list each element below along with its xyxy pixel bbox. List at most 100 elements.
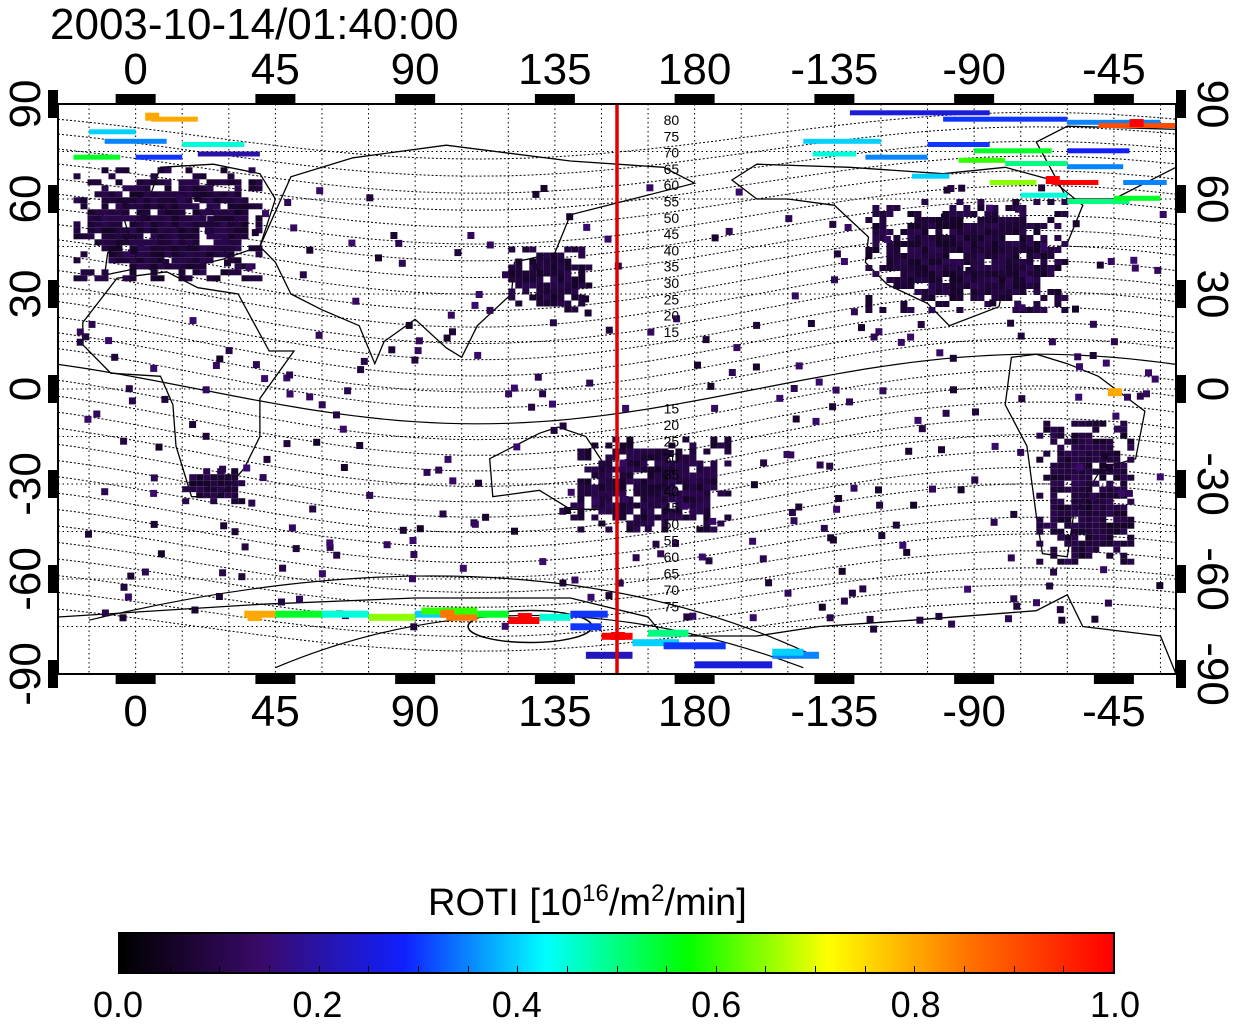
roti-cell	[876, 501, 884, 509]
roti-cell	[935, 271, 943, 277]
roti-cell	[598, 472, 606, 479]
roti-cell	[935, 217, 943, 223]
roti-cell	[827, 534, 835, 542]
roti-cell	[1078, 522, 1086, 529]
roti-cell	[585, 651, 633, 659]
roti-cell	[203, 480, 211, 487]
roti-cell	[559, 579, 567, 587]
roti-cell	[985, 204, 993, 212]
roti-cell	[536, 294, 544, 301]
roti-cell	[914, 259, 922, 265]
bottom-lon-tick-label: 0	[123, 687, 148, 736]
roti-cell	[689, 478, 697, 485]
roti-cell	[543, 264, 551, 271]
roti-cell	[288, 524, 296, 532]
roti-cell	[940, 213, 948, 221]
roti-cell	[135, 154, 183, 160]
roti-cell	[1057, 426, 1065, 433]
roti-cell	[654, 484, 662, 491]
top-lon-tick-label: 135	[518, 45, 592, 94]
roti-cell	[858, 324, 865, 332]
roti-cell	[360, 357, 368, 365]
roti-cell	[150, 245, 158, 252]
roti-cell	[290, 224, 298, 232]
roti-cell	[928, 241, 936, 247]
roti-cell	[1012, 223, 1020, 229]
magnetic-contour	[58, 450, 1176, 518]
roti-cell	[991, 289, 999, 295]
roti-cell	[122, 215, 130, 222]
roti-cell	[94, 209, 102, 216]
roti-cell	[829, 220, 837, 228]
roti-cell	[136, 257, 144, 264]
top-tick-mark	[255, 94, 296, 104]
roti-cell	[255, 203, 263, 210]
roti-cell	[833, 250, 841, 258]
roti-cell	[122, 227, 130, 234]
roti-cell	[220, 522, 228, 530]
roti-cell	[578, 270, 586, 277]
roti-cell	[776, 394, 784, 402]
roti-cell	[1026, 265, 1034, 271]
roti-cell	[1067, 119, 1161, 125]
roti-cell	[886, 211, 894, 217]
roti-cell	[185, 167, 193, 174]
right-lat-tick-label: -60	[1188, 547, 1237, 611]
roti-cell	[150, 251, 158, 258]
magnetic-contour	[58, 550, 1176, 608]
roti-cell	[991, 247, 999, 253]
colorbar-tick-mark	[566, 966, 568, 972]
roti-cell	[101, 609, 109, 617]
roti-cell	[1078, 438, 1086, 445]
roti-cell	[1057, 468, 1065, 475]
roti-cell	[977, 295, 985, 301]
roti-cell	[192, 257, 200, 264]
roti-cell	[306, 246, 314, 254]
roti-cell	[907, 333, 915, 341]
roti-cell	[831, 276, 838, 284]
roti-cell	[991, 211, 999, 217]
roti-cell	[893, 277, 901, 283]
roti-cell	[368, 613, 416, 621]
roti-cell	[213, 179, 221, 186]
roti-cell	[206, 191, 214, 198]
contour-label: 45	[664, 500, 680, 516]
roti-cell	[1092, 498, 1100, 505]
roti-cell	[1050, 522, 1058, 529]
roti-cell	[675, 508, 683, 515]
roti-cell	[513, 443, 521, 451]
roti-cell	[89, 129, 136, 135]
roti-cell	[122, 185, 130, 192]
roti-cell	[1036, 522, 1044, 529]
roti-cell	[942, 283, 950, 289]
roti-cell	[1050, 474, 1058, 481]
roti-cell	[661, 454, 669, 461]
roti-cell	[1120, 432, 1128, 439]
right-tick-mark	[1176, 660, 1186, 688]
roti-cell	[1026, 247, 1034, 253]
roti-cell	[449, 477, 457, 485]
roti-cell	[1012, 217, 1020, 223]
roti-cell	[689, 496, 697, 503]
roti-cell	[210, 492, 218, 499]
roti-cell	[689, 502, 697, 509]
roti-cell	[511, 527, 518, 535]
roti-cell	[344, 387, 352, 395]
roti-cell	[515, 276, 523, 283]
roti-cell	[682, 514, 690, 521]
roti-cell	[626, 448, 634, 455]
roti-cell	[80, 275, 88, 282]
roti-cell	[977, 289, 985, 295]
roti-cell	[182, 498, 190, 505]
roti-cell	[605, 508, 613, 515]
roti-cell	[668, 490, 676, 497]
roti-cell	[1106, 463, 1113, 471]
roti-cell	[1033, 307, 1041, 313]
roti-cell	[1113, 504, 1121, 511]
roti-cell	[1078, 504, 1086, 511]
roti-cell	[515, 300, 523, 307]
roti-cell	[795, 362, 803, 370]
colorbar	[118, 932, 1115, 974]
roti-cell	[234, 179, 242, 186]
